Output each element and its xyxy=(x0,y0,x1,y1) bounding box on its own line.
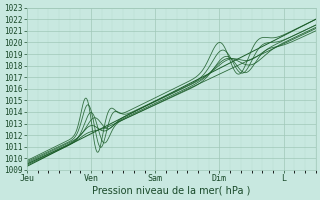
X-axis label: Pression niveau de la mer( hPa ): Pression niveau de la mer( hPa ) xyxy=(92,186,251,196)
